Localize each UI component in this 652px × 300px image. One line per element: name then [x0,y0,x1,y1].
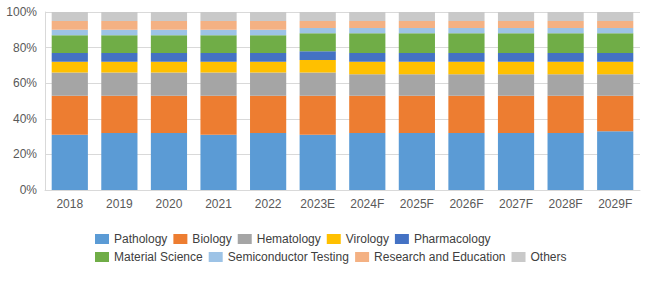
svg-text:2025F: 2025F [400,197,434,211]
svg-text:2027F: 2027F [499,197,533,211]
svg-text:2028F: 2028F [549,197,583,211]
svg-text:Hematology: Hematology [257,232,321,246]
svg-text:Pathology: Pathology [114,232,167,246]
svg-text:Virology: Virology [346,232,389,246]
svg-text:20%: 20% [13,147,37,161]
svg-text:100%: 100% [6,5,37,19]
svg-text:0%: 0% [20,183,38,197]
svg-text:Material Science: Material Science [114,250,203,264]
svg-text:2019: 2019 [106,197,133,211]
svg-text:2020: 2020 [156,197,183,211]
svg-text:60%: 60% [13,76,37,90]
svg-text:2022: 2022 [255,197,282,211]
svg-text:80%: 80% [13,41,37,55]
svg-text:2024F: 2024F [350,197,384,211]
svg-text:Others: Others [531,250,567,264]
svg-text:Research and Education: Research and Education [374,250,505,264]
svg-text:2018: 2018 [56,197,83,211]
svg-text:2023E: 2023E [300,197,335,211]
svg-text:40%: 40% [13,112,37,126]
svg-text:2029F: 2029F [598,197,632,211]
svg-text:Semiconductor Testing: Semiconductor Testing [228,250,349,264]
svg-text:Biology: Biology [192,232,231,246]
svg-text:2026F: 2026F [449,197,483,211]
svg-text:2021: 2021 [205,197,232,211]
svg-text:Pharmacology: Pharmacology [414,232,491,246]
